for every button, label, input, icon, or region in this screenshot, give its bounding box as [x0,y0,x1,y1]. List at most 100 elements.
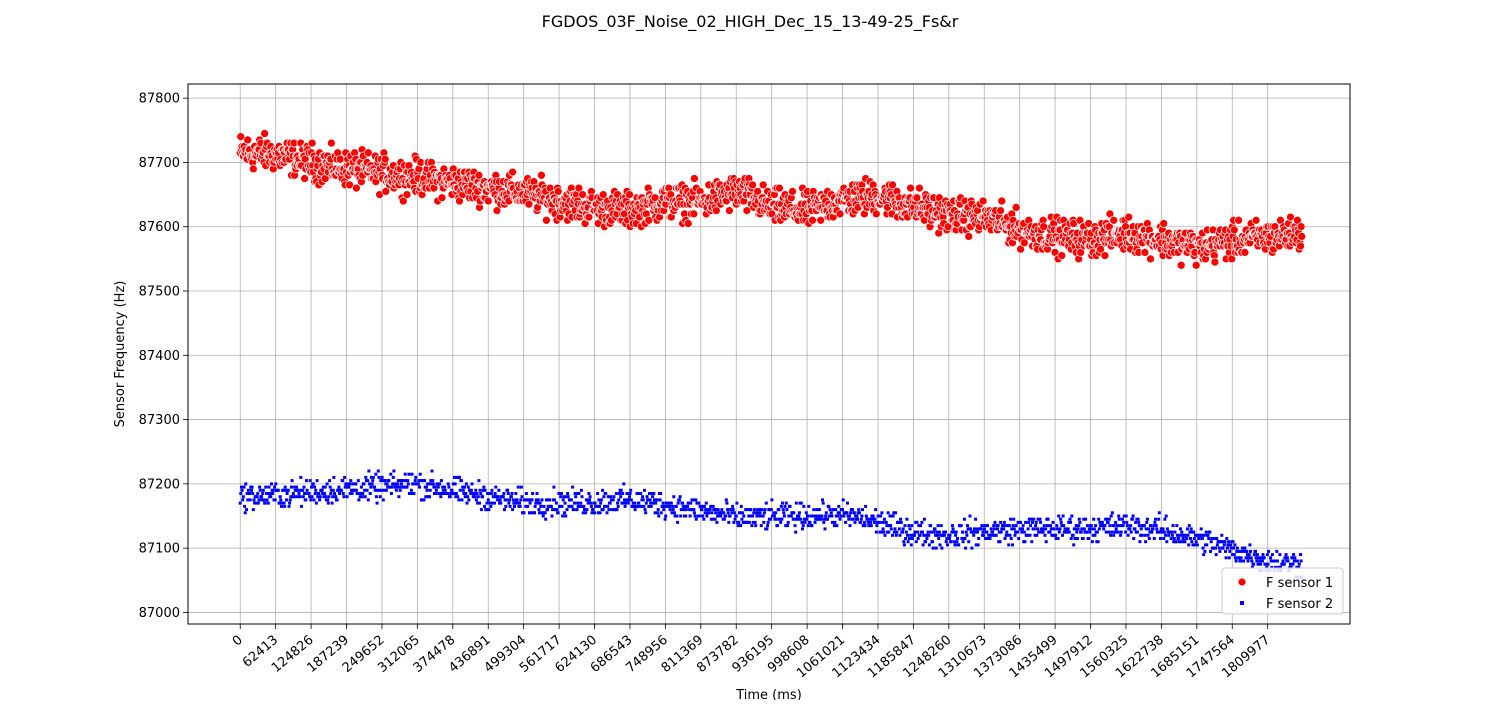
data-point [1061,514,1065,518]
data-point [657,514,661,518]
data-point [929,524,933,528]
data-point [1125,520,1129,524]
data-point [593,501,597,505]
data-point [576,501,580,505]
data-point [714,511,718,515]
data-point [955,540,959,544]
data-point [331,488,335,492]
data-point [1007,543,1011,547]
data-point [1062,524,1066,528]
data-point [1224,556,1228,560]
data-point [985,530,989,534]
data-point [584,212,594,222]
data-point [999,520,1003,524]
data-point [810,524,814,528]
data-point [390,485,394,489]
data-point [781,501,784,505]
data-point [883,533,887,537]
data-point [474,170,484,180]
data-point [279,498,283,502]
data-point [792,511,796,515]
data-point [274,482,278,486]
data-point [431,479,435,483]
data-point [446,482,450,486]
data-point [454,492,458,495]
data-point [267,485,271,489]
data-point [1159,219,1169,228]
data-point [1209,540,1213,544]
data-point [977,537,981,540]
data-point [605,511,609,515]
data-point [406,482,410,486]
data-point [1071,533,1075,537]
data-point [775,183,784,193]
data-point [1096,244,1105,254]
data-point [713,517,717,521]
data-point [1291,562,1295,566]
data-point [469,488,473,492]
data-point [252,498,256,502]
data-point [374,495,378,499]
data-point [1078,520,1082,524]
data-point [360,495,364,499]
data-point [674,504,678,508]
data-point [750,524,754,528]
data-point [481,495,485,499]
data-point [722,517,726,521]
data-point [479,508,483,512]
data-point [996,206,1005,215]
data-point [1142,524,1146,528]
data-point [1161,527,1165,531]
data-point [1093,533,1097,537]
data-point [1082,527,1086,531]
data-point [1297,232,1307,241]
data-point [764,501,768,505]
data-point [409,488,413,492]
data-point [315,479,319,483]
data-point [864,504,868,508]
data-point [969,527,973,531]
data-point [1023,540,1027,544]
data-point [1183,540,1187,544]
data-point [516,485,520,489]
data-point [1197,537,1201,540]
data-point [783,504,787,508]
data-point [477,479,481,483]
data-point [737,520,741,524]
data-point [286,488,290,492]
data-point [403,472,407,476]
data-point [1112,533,1116,537]
data-point [337,485,341,489]
data-point [684,514,688,518]
data-point [633,508,637,512]
data-point [450,488,454,492]
data-point [266,501,270,505]
data-point [398,488,402,492]
data-point [494,485,498,489]
data-point [641,495,645,499]
data-point [364,475,368,479]
data-point [733,517,737,521]
data-point [1176,260,1186,270]
data-point [564,514,568,518]
data-point [751,514,755,518]
data-point [1285,556,1289,560]
data-point [1107,530,1111,534]
data-point [816,215,826,225]
data-point [642,504,646,508]
data-point [522,511,526,515]
data-point [479,492,483,495]
data-point [824,514,828,518]
data-point [539,504,543,508]
data-point [623,504,627,508]
data-point [827,504,831,508]
data-point [499,501,503,505]
data-point [598,504,601,508]
data-point [641,498,645,502]
data-point [991,530,994,534]
data-point [601,508,605,512]
data-point [681,501,685,505]
data-point [918,533,922,537]
data-point [628,492,632,495]
data-point [1032,517,1036,521]
